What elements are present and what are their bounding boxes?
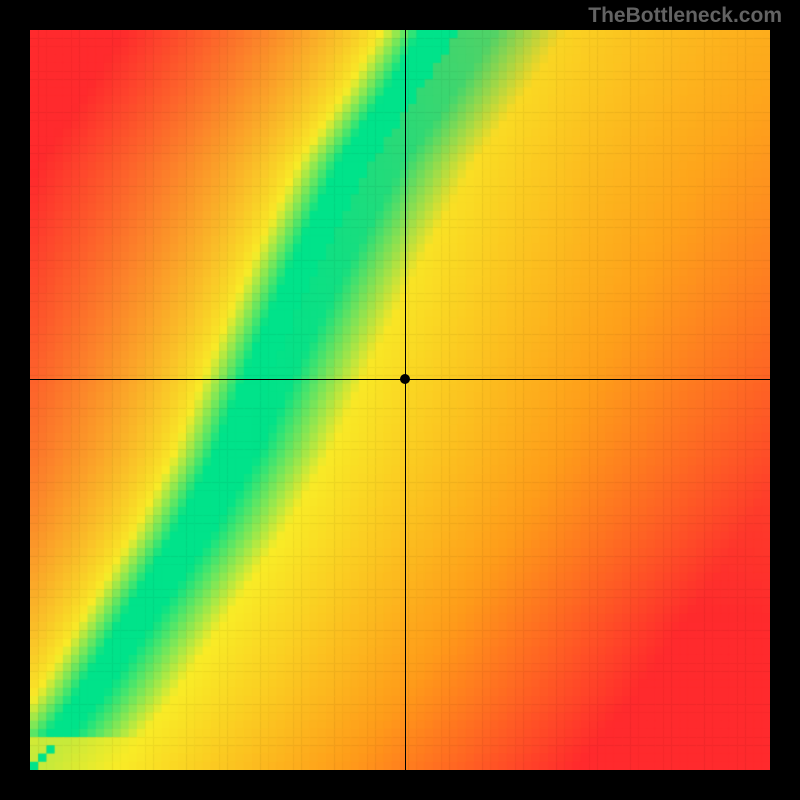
- crosshair-vertical: [405, 30, 406, 770]
- bottleneck-heatmap: [30, 30, 770, 770]
- heatmap-canvas: [30, 30, 770, 770]
- watermark-text: TheBottleneck.com: [588, 4, 782, 28]
- current-point-marker: [400, 374, 410, 384]
